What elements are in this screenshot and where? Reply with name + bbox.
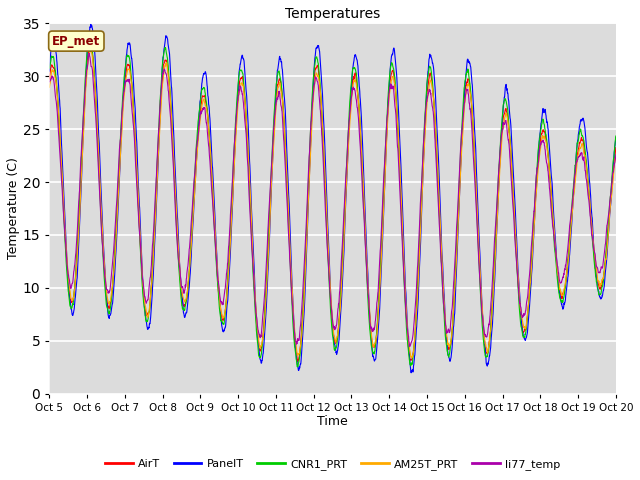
CNR1_PRT [578, 133, 586, 139]
Line: PanelT: PanelT [49, 24, 616, 373]
AirT [578, 138, 586, 144]
AM25T_PRT [498, 139, 506, 145]
CNR1_PRT [349, 65, 357, 71]
li77_temp [498, 131, 506, 136]
AM25T_PRT [362, 233, 369, 239]
CNR1_PRT [204, 111, 211, 117]
li77_temp [45, 79, 53, 84]
AM25T_PRT [408, 355, 416, 360]
AirT [498, 131, 506, 137]
PanelT [563, 288, 570, 294]
li77_temp [349, 84, 357, 90]
AM25T_PRT [204, 113, 211, 119]
CNR1_PRT [294, 364, 301, 370]
PanelT [362, 218, 369, 224]
li77_temp [362, 246, 369, 252]
li77_temp [563, 260, 570, 265]
AirT [362, 245, 370, 251]
li77_temp [612, 152, 620, 158]
CNR1_PRT [612, 133, 620, 139]
AM25T_PRT [612, 153, 620, 159]
CNR1_PRT [362, 250, 370, 256]
PanelT [87, 22, 95, 27]
AM25T_PRT [86, 47, 94, 52]
AirT [612, 145, 620, 151]
X-axis label: Time: Time [317, 415, 348, 429]
AM25T_PRT [578, 141, 586, 146]
CNR1_PRT [563, 276, 570, 281]
PanelT [349, 62, 357, 68]
AirT [86, 42, 94, 48]
CNR1_PRT [86, 34, 93, 39]
Line: AM25T_PRT: AM25T_PRT [49, 49, 616, 358]
AM25T_PRT [563, 273, 570, 279]
PanelT [204, 88, 211, 94]
AM25T_PRT [45, 84, 53, 90]
AirT [204, 110, 211, 116]
AirT [45, 76, 53, 82]
Line: li77_temp: li77_temp [49, 53, 616, 347]
AirT [349, 74, 357, 80]
PanelT [612, 135, 620, 141]
PanelT [498, 126, 506, 132]
CNR1_PRT [45, 65, 53, 71]
Title: Temperatures: Temperatures [285, 7, 380, 21]
PanelT [45, 68, 53, 74]
li77_temp [578, 150, 586, 156]
li77_temp [406, 344, 413, 349]
Line: CNR1_PRT: CNR1_PRT [49, 36, 616, 367]
PanelT [407, 370, 415, 376]
li77_temp [204, 131, 211, 137]
Legend: AirT, PanelT, CNR1_PRT, AM25T_PRT, li77_temp: AirT, PanelT, CNR1_PRT, AM25T_PRT, li77_… [100, 455, 565, 474]
PanelT [578, 117, 586, 123]
Text: EP_met: EP_met [52, 35, 100, 48]
CNR1_PRT [498, 121, 506, 127]
AM25T_PRT [349, 82, 357, 87]
li77_temp [85, 50, 93, 56]
AirT [294, 359, 301, 364]
Line: AirT: AirT [49, 45, 616, 361]
Y-axis label: Temperature (C): Temperature (C) [7, 157, 20, 260]
AirT [563, 276, 570, 282]
